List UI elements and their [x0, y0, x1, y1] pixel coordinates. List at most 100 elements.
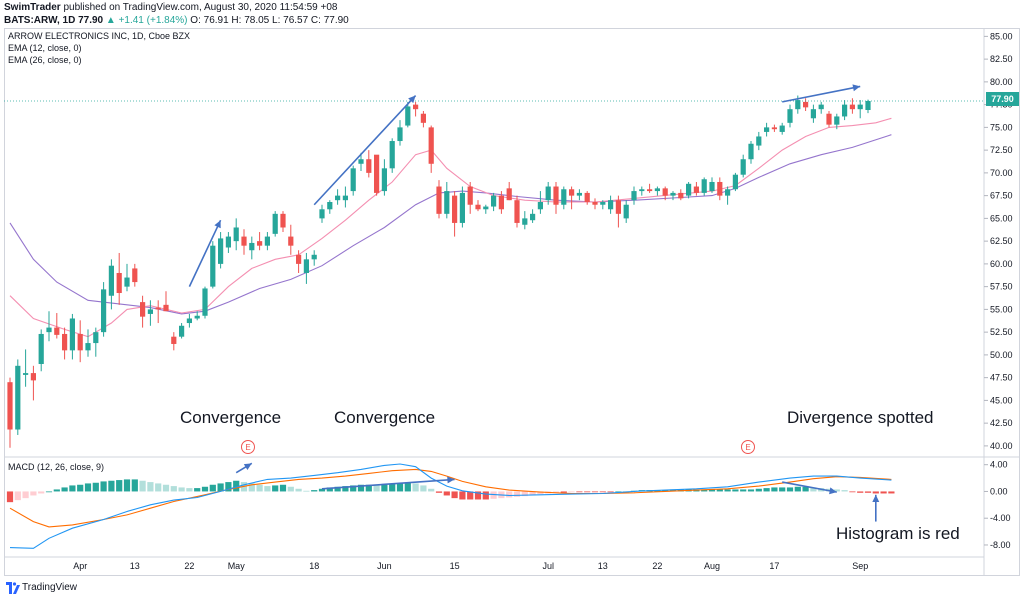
- candle[interactable]: [62, 327, 68, 360]
- candle[interactable]: [420, 110, 426, 128]
- candle[interactable]: [514, 195, 520, 228]
- candle[interactable]: [288, 224, 294, 255]
- candle[interactable]: [179, 323, 185, 339]
- candle[interactable]: [7, 377, 13, 448]
- candle[interactable]: [233, 218, 239, 251]
- candle[interactable]: [693, 181, 699, 196]
- candle[interactable]: [857, 100, 863, 119]
- candle[interactable]: [810, 104, 816, 123]
- candle[interactable]: [241, 229, 247, 255]
- candle[interactable]: [218, 232, 224, 269]
- candle[interactable]: [561, 186, 567, 210]
- candle[interactable]: [818, 101, 824, 114]
- candle[interactable]: [444, 181, 450, 219]
- candle[interactable]: [23, 349, 29, 387]
- candle[interactable]: [280, 211, 286, 233]
- candle[interactable]: [147, 300, 153, 326]
- candle[interactable]: [849, 98, 855, 114]
- candle[interactable]: [639, 186, 645, 196]
- candle[interactable]: [296, 250, 302, 273]
- candle[interactable]: [756, 131, 762, 151]
- candle[interactable]: [522, 211, 528, 230]
- candle[interactable]: [350, 165, 356, 196]
- candle[interactable]: [85, 329, 91, 357]
- candle[interactable]: [335, 189, 341, 205]
- candle[interactable]: [865, 99, 871, 114]
- candle[interactable]: [545, 181, 551, 205]
- candle[interactable]: [30, 365, 36, 401]
- candle[interactable]: [101, 282, 107, 337]
- candle[interactable]: [303, 252, 309, 284]
- candle[interactable]: [342, 186, 348, 208]
- candle[interactable]: [631, 186, 637, 205]
- candle[interactable]: [381, 159, 387, 196]
- candle[interactable]: [584, 191, 590, 205]
- candle[interactable]: [732, 172, 738, 192]
- candle[interactable]: [608, 195, 614, 214]
- candle[interactable]: [257, 232, 263, 251]
- candle[interactable]: [779, 122, 785, 135]
- candle[interactable]: [569, 186, 575, 210]
- candle[interactable]: [748, 141, 754, 164]
- candle[interactable]: [202, 286, 208, 319]
- candle[interactable]: [623, 200, 629, 223]
- candle[interactable]: [389, 138, 395, 173]
- candle[interactable]: [405, 101, 411, 128]
- candle[interactable]: [467, 181, 473, 214]
- candle[interactable]: [764, 122, 770, 137]
- candle[interactable]: [194, 311, 200, 321]
- candle[interactable]: [413, 101, 419, 117]
- candle[interactable]: [163, 291, 169, 312]
- candle[interactable]: [108, 259, 114, 310]
- candle[interactable]: [491, 192, 497, 212]
- candle[interactable]: [483, 204, 489, 214]
- candle[interactable]: [826, 110, 832, 128]
- candle[interactable]: [600, 200, 606, 210]
- candle[interactable]: [249, 236, 255, 260]
- candle[interactable]: [116, 252, 122, 305]
- candle[interactable]: [452, 191, 458, 237]
- candle[interactable]: [662, 186, 668, 201]
- candle[interactable]: [15, 359, 21, 435]
- candle[interactable]: [319, 204, 325, 223]
- candle[interactable]: [69, 313, 75, 360]
- candle[interactable]: [38, 329, 44, 372]
- candle[interactable]: [701, 177, 707, 196]
- candle[interactable]: [803, 98, 809, 111]
- candle[interactable]: [186, 313, 192, 328]
- candle[interactable]: [428, 125, 434, 173]
- candle[interactable]: [272, 211, 278, 237]
- candle[interactable]: [171, 332, 177, 351]
- candle[interactable]: [264, 232, 270, 251]
- candle[interactable]: [459, 186, 465, 228]
- earnings-marker[interactable]: E: [241, 440, 255, 454]
- candle[interactable]: [771, 124, 777, 132]
- candle[interactable]: [436, 180, 442, 219]
- candle[interactable]: [834, 113, 840, 130]
- candle[interactable]: [553, 181, 559, 214]
- candle[interactable]: [654, 186, 660, 196]
- candle[interactable]: [225, 232, 231, 253]
- candle[interactable]: [537, 191, 543, 214]
- candle[interactable]: [592, 198, 598, 210]
- candle[interactable]: [311, 250, 317, 266]
- candle[interactable]: [327, 200, 333, 214]
- candle[interactable]: [210, 241, 216, 289]
- candle[interactable]: [374, 154, 380, 196]
- candle[interactable]: [506, 181, 512, 201]
- candle[interactable]: [787, 104, 793, 128]
- candle[interactable]: [132, 263, 138, 287]
- candle[interactable]: [717, 177, 723, 201]
- candle[interactable]: [498, 191, 504, 214]
- candle[interactable]: [358, 152, 364, 172]
- earnings-marker[interactable]: E: [741, 440, 755, 454]
- candle[interactable]: [725, 186, 731, 205]
- candle[interactable]: [140, 295, 146, 328]
- candle[interactable]: [670, 191, 676, 201]
- candle[interactable]: [46, 311, 52, 342]
- candle[interactable]: [155, 300, 161, 324]
- candle[interactable]: [366, 150, 372, 178]
- candle[interactable]: [530, 209, 536, 223]
- candle[interactable]: [93, 327, 99, 357]
